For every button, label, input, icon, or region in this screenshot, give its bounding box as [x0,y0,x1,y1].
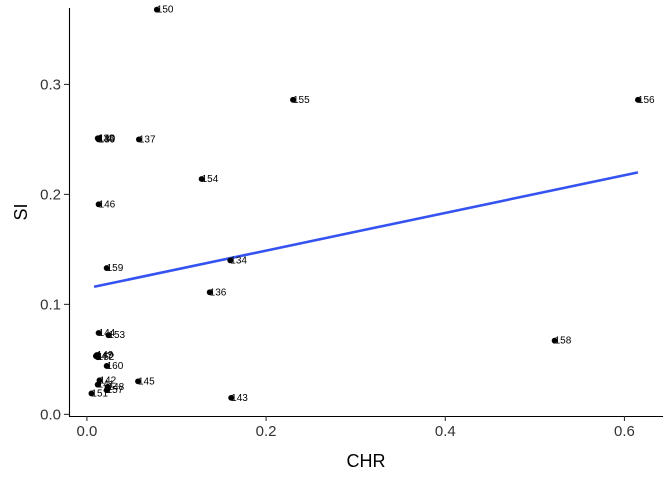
point-label: 142 [99,375,116,386]
data-point [153,6,160,13]
point-label: 137 [139,134,156,145]
data-point [95,201,102,208]
y-tick-label: 0.2 [40,186,61,203]
point-label: 151 [91,388,108,399]
regression-line [93,171,639,289]
data-point [135,378,141,385]
data-point [103,265,110,271]
data-point [94,381,101,388]
point-label: 145 [138,376,155,387]
data-point [290,96,296,103]
point-label: 159 [107,263,124,274]
data-point [105,332,112,339]
y-tick-label: 0.1 [40,296,61,313]
y-axis-title: SI [11,203,31,220]
x-tick-label: 0.4 [435,423,456,440]
data-point [96,377,103,384]
data-point [103,363,110,369]
point-label: 149 [97,350,114,361]
point-label: 160 [107,361,124,372]
point-label: 148 [108,382,125,393]
point-label: 138 [98,133,115,144]
data-point [95,330,102,336]
data-point [135,136,142,143]
point-label: 150 [157,5,174,16]
point-label: 144 [99,328,116,339]
data-point [88,390,95,397]
points-layer [88,6,641,401]
point-label: 139 [99,134,116,145]
axes [68,8,663,418]
x-tick-label: 0.0 [76,423,97,440]
x-axis-title: CHR [347,451,386,471]
data-point [228,394,235,401]
point-label: 136 [210,287,227,298]
point-label: 156 [638,95,655,106]
point-label: 143 [231,393,248,404]
point-label: 153 [108,330,125,341]
data-point [94,354,101,361]
data-point [551,337,558,344]
point-label: 158 [555,336,572,347]
data-point [227,257,234,264]
fit-line-layer [93,171,639,289]
data-point [103,387,110,394]
point-label: 154 [202,174,219,185]
point-label: 146 [99,199,116,210]
data-point [635,96,641,103]
data-point [198,176,205,182]
point-label: 152 [98,352,115,363]
point-label: 157 [107,385,124,396]
y-tick-label: 0.0 [40,406,61,423]
point-label: 155 [293,95,310,106]
x-tick-label: 0.2 [256,423,277,440]
point-label: 134 [230,255,247,266]
y-tick-label: 0.3 [40,76,61,93]
data-point [206,289,213,296]
point-label: 147 [96,351,113,362]
data-point [95,135,102,142]
point-label: 141 [98,380,115,391]
ticks: 0.0 0.2 0.4 0.6 0.0 0.1 0.2 0.3 [40,76,635,440]
x-tick-label: 0.6 [614,423,635,440]
point-label: 140 [99,133,116,144]
